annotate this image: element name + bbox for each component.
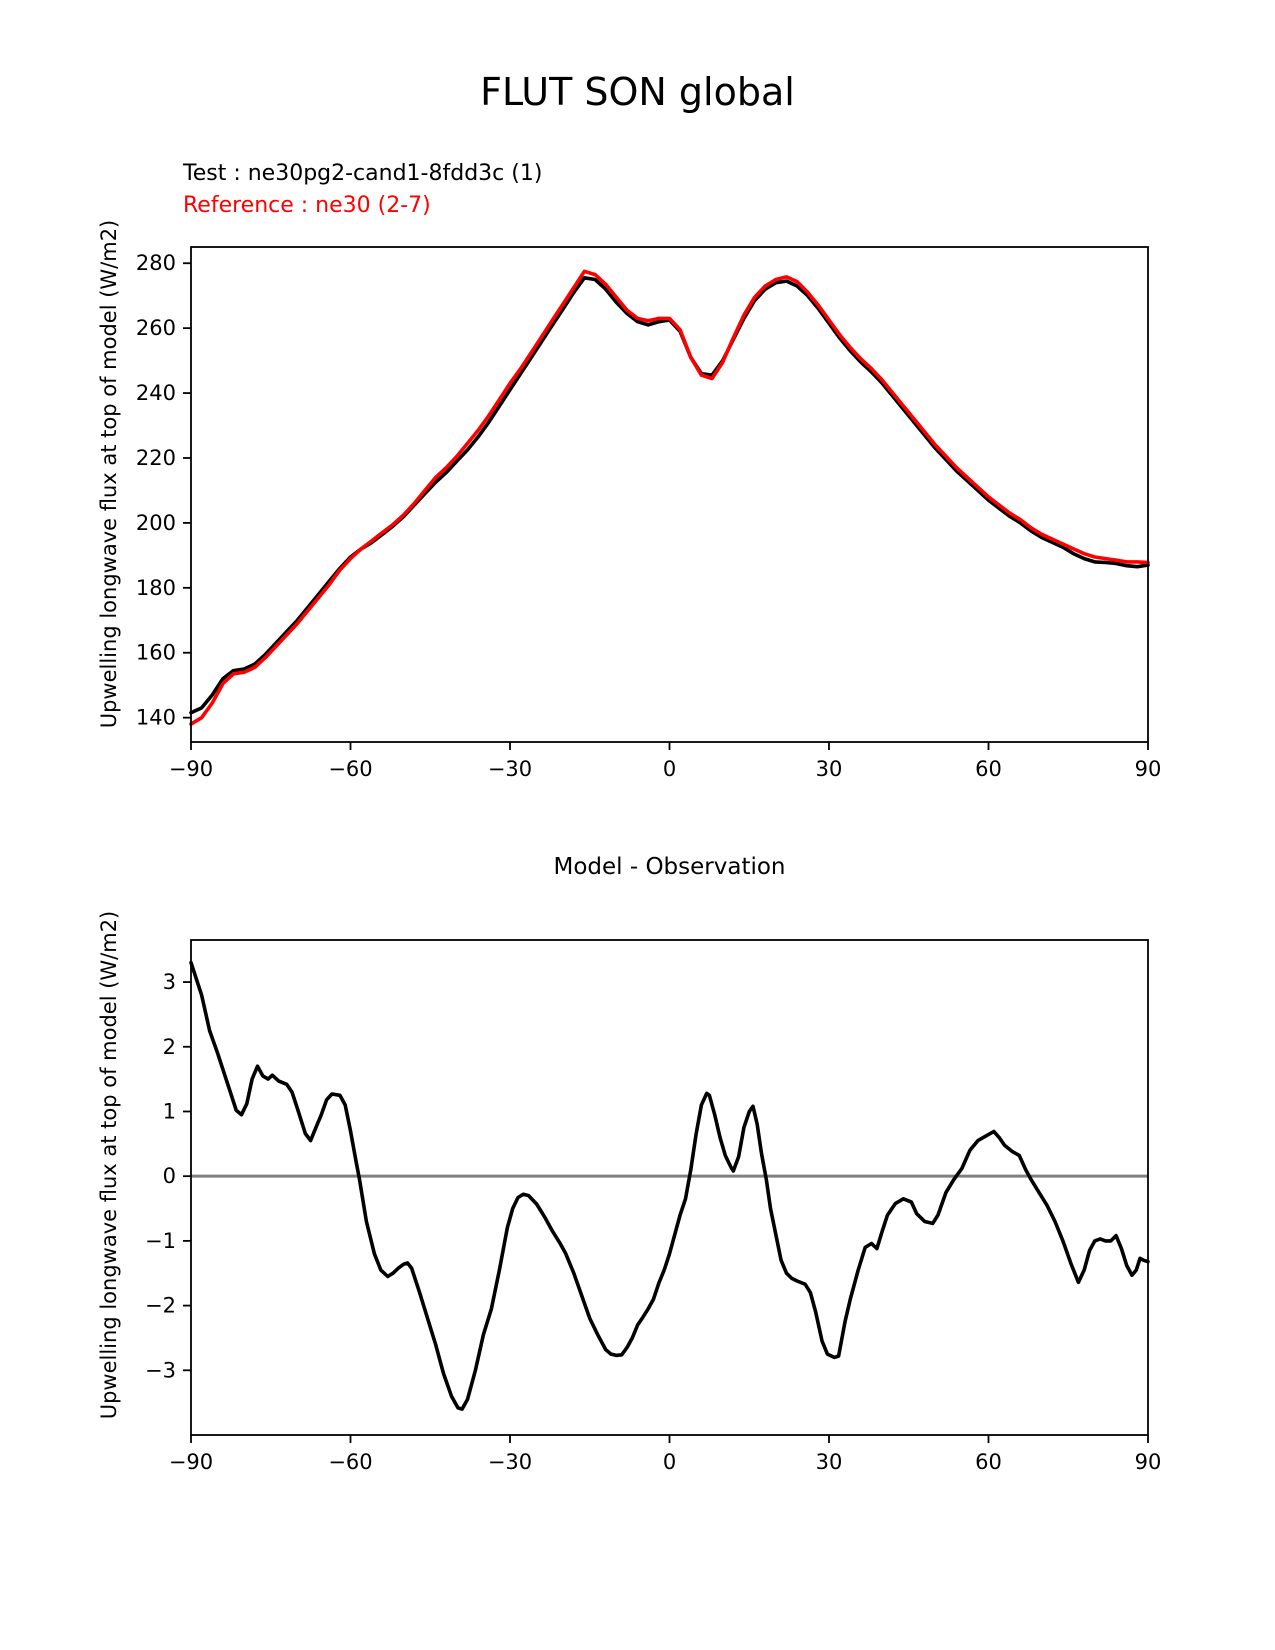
y-tick-label: 1: [163, 1099, 176, 1123]
y-tick-label: 3: [163, 970, 176, 994]
x-tick-label: 30: [816, 1450, 843, 1474]
reference-line: [189, 269, 1150, 726]
y-tick-label: −1: [145, 1229, 176, 1253]
y-tick-label: 0: [163, 1164, 176, 1188]
legend-test-label: Test : ne30pg2-cand1-8fdd3c (1): [183, 161, 543, 186]
figure-title: FLUT SON global: [480, 70, 795, 114]
x-tick-label: 60: [975, 757, 1002, 781]
y-tick-label: 200: [136, 511, 176, 535]
bottom-chart-title: Model - Observation: [553, 854, 786, 880]
y-tick-label: −2: [145, 1294, 176, 1318]
y-tick-label: 260: [136, 316, 176, 340]
y-tick-label: 180: [136, 576, 176, 600]
x-tick-label: −60: [328, 757, 372, 781]
y-tick-label: −3: [145, 1358, 176, 1382]
legend-reference-label: Reference : ne30 (2-7): [183, 193, 431, 218]
y-tick-label: 240: [136, 381, 176, 405]
x-tick-label: 30: [816, 757, 843, 781]
y-tick-label: 160: [136, 641, 176, 665]
x-tick-label: −30: [488, 1450, 532, 1474]
x-tick-label: 0: [663, 1450, 676, 1474]
y-tick-label: 280: [136, 251, 176, 275]
x-tick-label: −90: [169, 757, 213, 781]
x-tick-label: −60: [328, 1450, 372, 1474]
x-tick-label: −90: [169, 1450, 213, 1474]
plot-border: [190, 939, 1149, 1436]
diff-line: [189, 960, 1150, 1411]
x-tick-label: 0: [663, 757, 676, 781]
x-tick-label: 60: [975, 1450, 1002, 1474]
y-tick-label: 140: [136, 706, 176, 730]
x-tick-label: 90: [1135, 757, 1162, 781]
y-tick-label: 220: [136, 446, 176, 470]
x-tick-label: −30: [488, 757, 532, 781]
y-tick-label: 2: [163, 1035, 176, 1059]
x-tick-label: 90: [1135, 1450, 1162, 1474]
legend: Test : ne30pg2-cand1-8fdd3c (1) Referenc…: [183, 158, 542, 222]
